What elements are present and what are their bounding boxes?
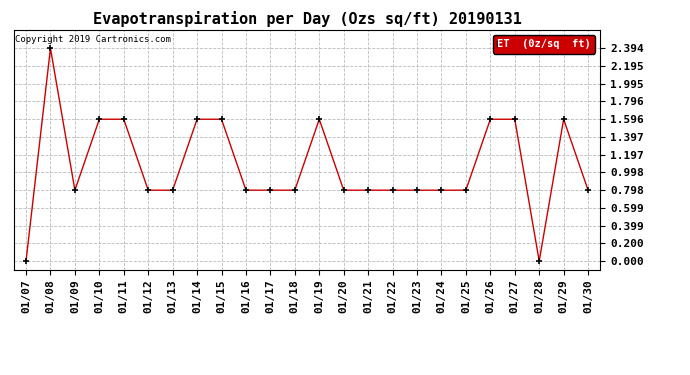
Title: Evapotranspiration per Day (Ozs sq/ft) 20190131: Evapotranspiration per Day (Ozs sq/ft) 2…	[92, 12, 522, 27]
Legend: ET  (0z/sq  ft): ET (0z/sq ft)	[493, 35, 595, 54]
Text: Copyright 2019 Cartronics.com: Copyright 2019 Cartronics.com	[15, 35, 171, 44]
